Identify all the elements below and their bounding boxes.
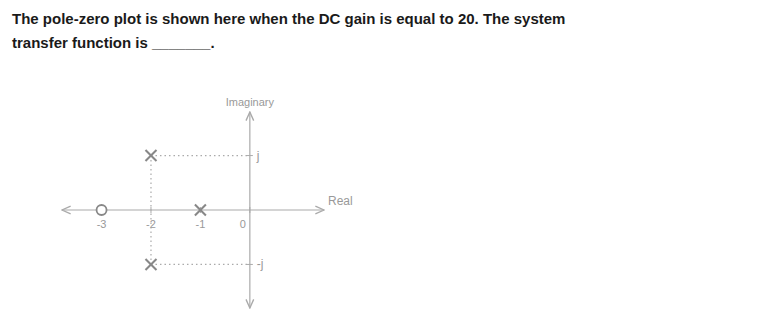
guide-line <box>150 156 151 210</box>
plot-area <box>97 150 250 270</box>
pole-stroke <box>145 259 156 270</box>
x-axis-label: Real <box>328 194 353 208</box>
pole <box>195 205 206 216</box>
y-tick-label: -j <box>257 257 264 271</box>
x-tick <box>249 207 250 213</box>
pole <box>145 259 156 270</box>
y-axis-label: Imaginary <box>226 96 275 108</box>
pole-stroke <box>145 259 156 270</box>
pole-stroke <box>145 150 156 161</box>
x-tick-label: -1 <box>196 218 206 230</box>
axes: -3-2-10j-j <box>62 112 324 308</box>
chart: The pole-zero plot is shown here when th… <box>0 0 778 336</box>
imaginary-axis <box>249 112 250 308</box>
pole <box>145 150 156 161</box>
zero <box>97 205 107 215</box>
y-tick-label: j <box>256 149 260 163</box>
x-tick-label: -3 <box>97 218 107 230</box>
x-tick-label: 0 <box>240 218 246 230</box>
pole-stroke <box>195 205 206 216</box>
guide-line <box>151 264 250 265</box>
pole-stroke <box>145 150 156 161</box>
pole-stroke <box>195 205 206 216</box>
title: The pole-zero plot is shown here when th… <box>12 10 565 27</box>
guide-line <box>150 210 151 264</box>
title: transfer function is _______. <box>12 34 215 51</box>
guide-line <box>151 155 250 156</box>
